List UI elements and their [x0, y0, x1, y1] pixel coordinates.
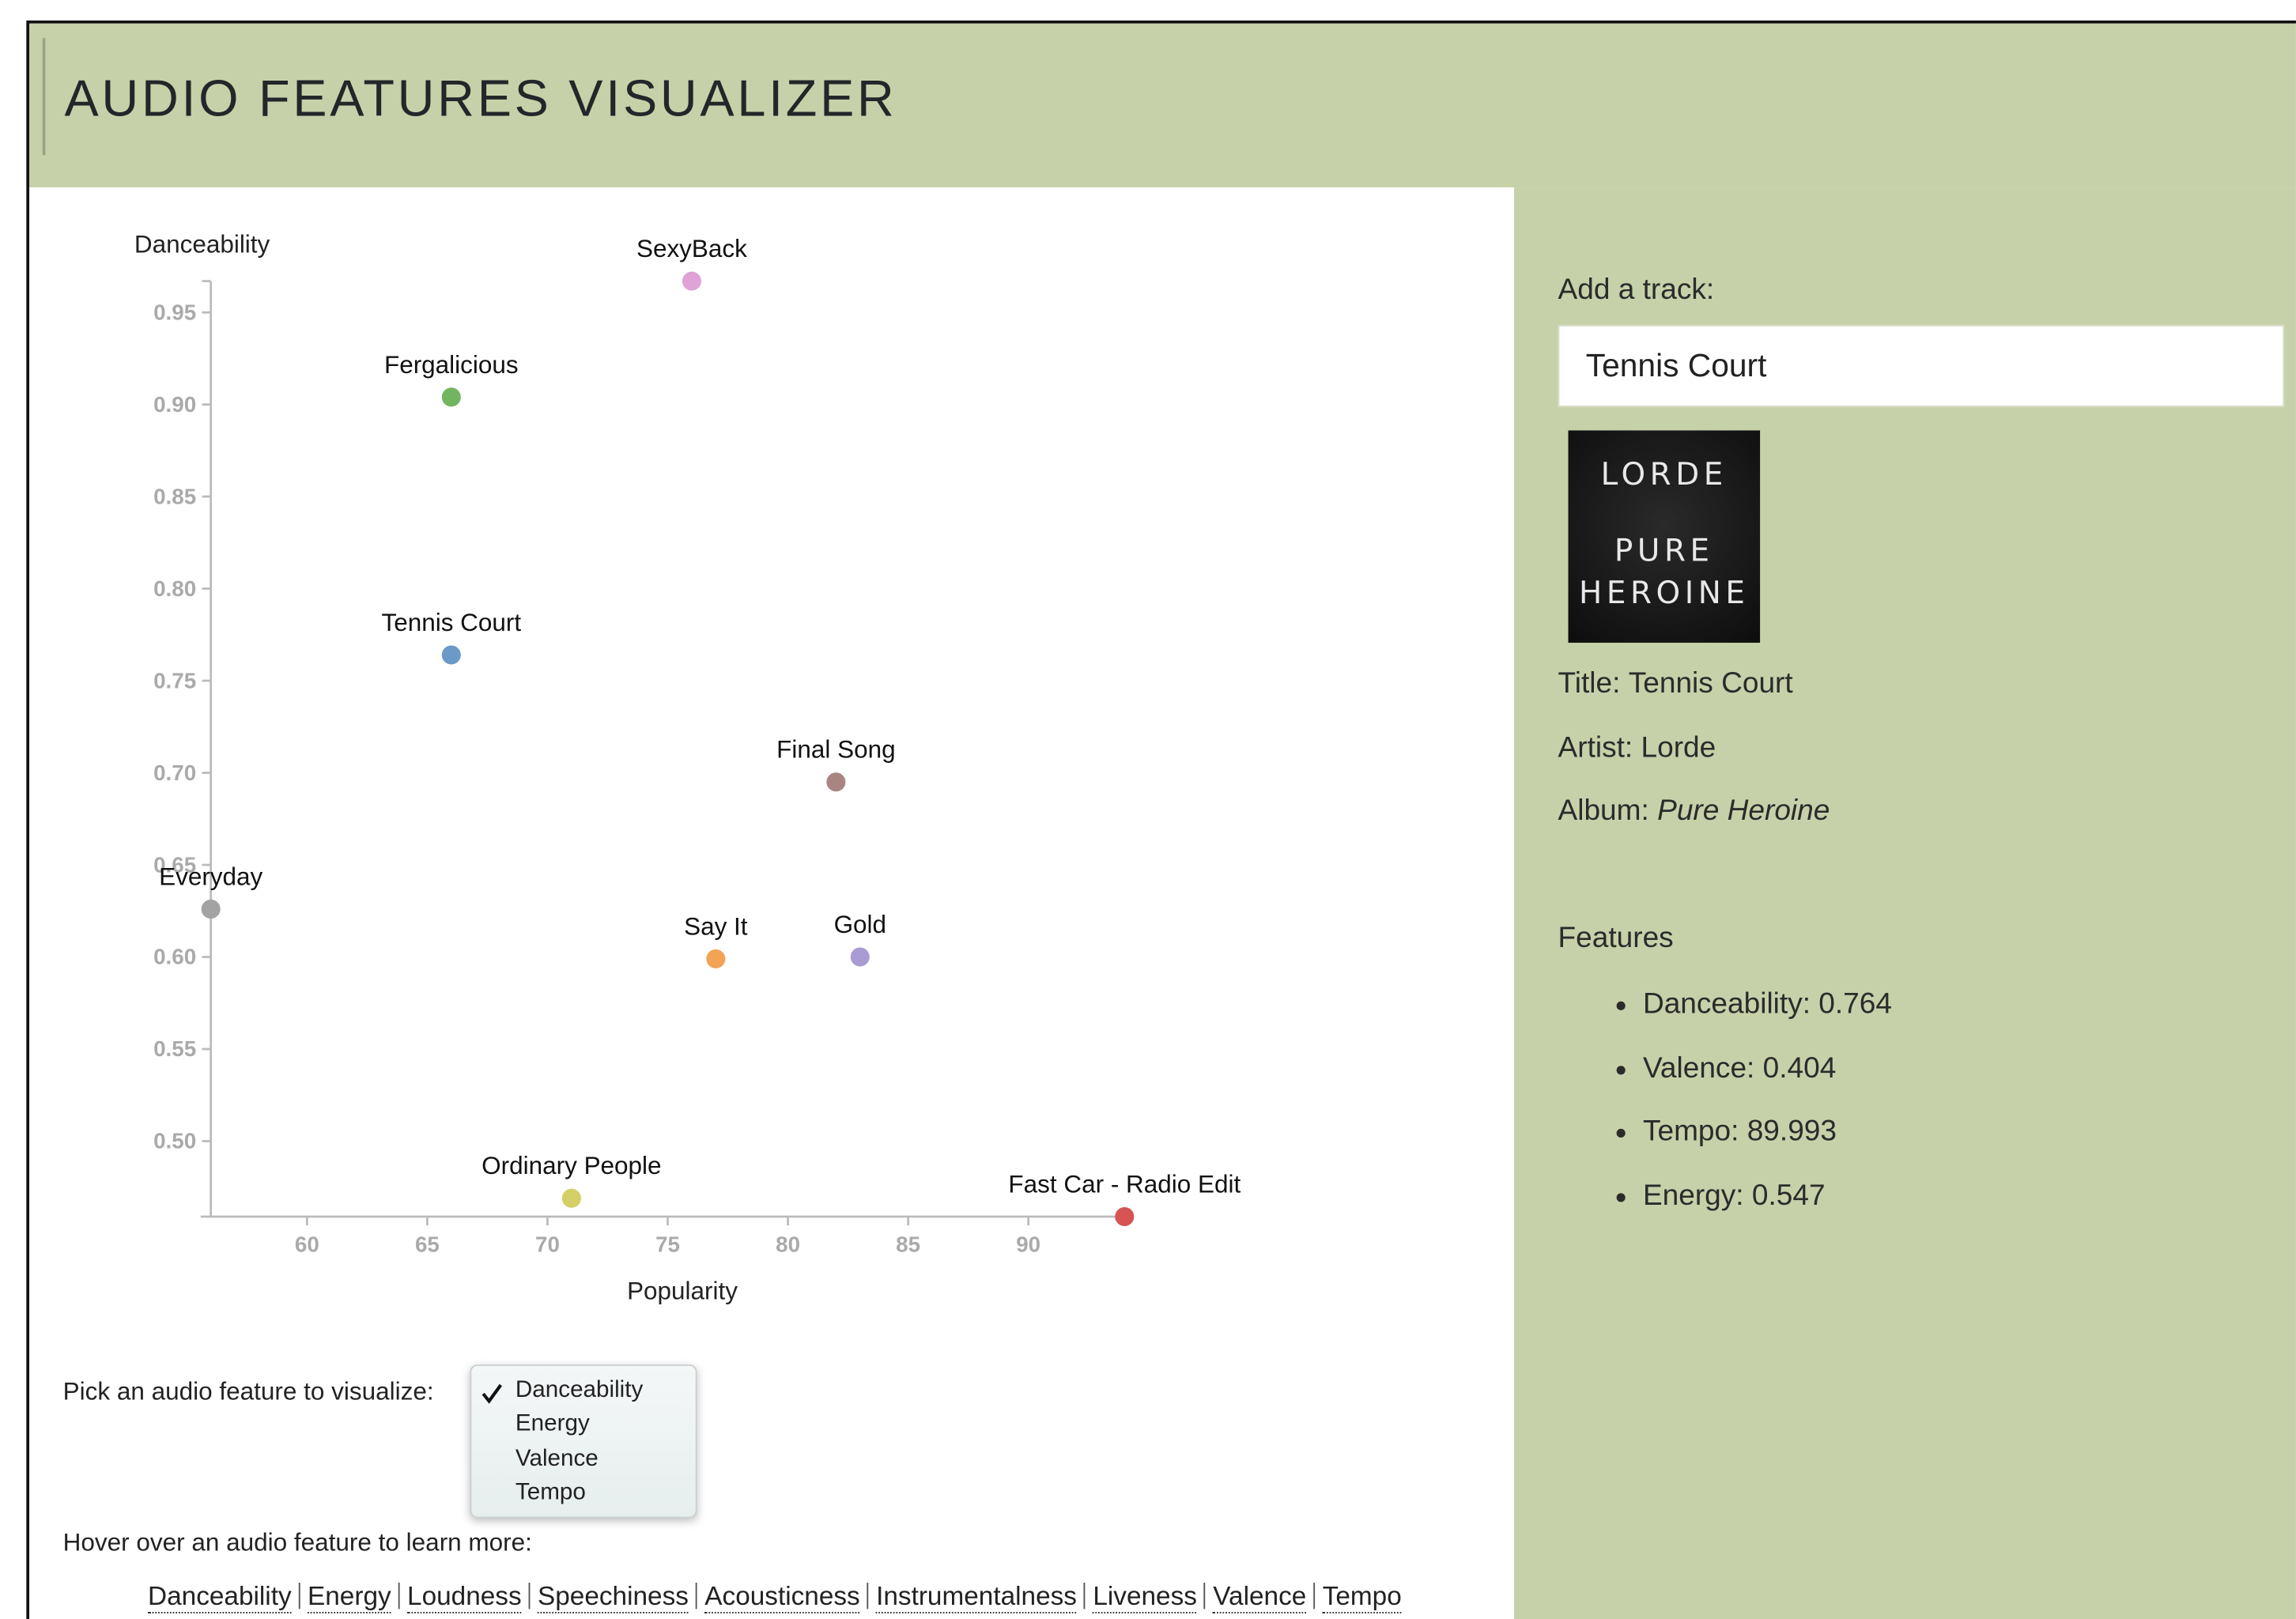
page: { "header": {"title": "AUDIO FEATURES VI…: [0, 0, 2296, 1619]
window-frame: [26, 21, 2296, 1619]
app: AUDIO FEATURES VISUALIZER Danceability P…: [0, 0, 2296, 1619]
